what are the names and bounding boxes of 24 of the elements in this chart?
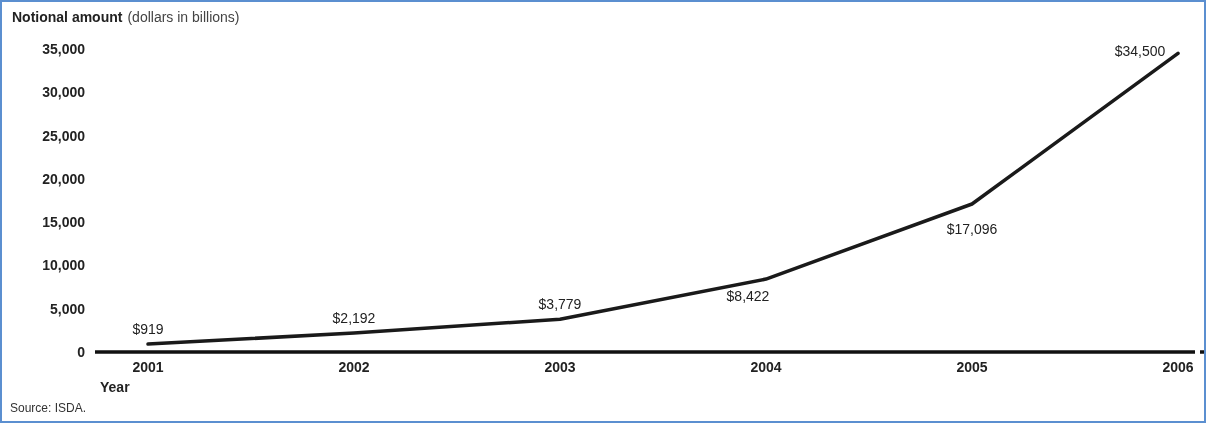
data-label: $919 xyxy=(132,321,164,338)
data-label: $2,192 xyxy=(332,310,376,327)
chart-subtitle: (dollars in billions) xyxy=(127,9,240,25)
y-tick-label: 35,000 xyxy=(42,41,86,57)
data-label: $3,779 xyxy=(538,296,582,313)
source-note: Source: ISDA. xyxy=(10,401,87,415)
y-tick-label: 0 xyxy=(77,344,86,360)
y-tick-label: 20,000 xyxy=(42,170,86,187)
y-tick-label: 10,000 xyxy=(42,257,86,274)
x-axis-title: Year xyxy=(100,379,131,395)
data-label: $17,096 xyxy=(946,221,998,237)
x-tick-label: 2006 xyxy=(1162,359,1194,375)
y-tick-label: 15,000 xyxy=(42,214,86,231)
x-tick-label: 2003 xyxy=(544,359,576,375)
y-tick-label: 25,000 xyxy=(42,127,86,144)
data-label: $8,422 xyxy=(726,288,770,305)
x-tick-label: 2002 xyxy=(338,359,370,375)
data-label: $34,500 xyxy=(1114,43,1166,60)
x-tick-label: 2001 xyxy=(132,359,164,375)
chart-title: Notional amount xyxy=(12,9,123,25)
x-tick-label: 2004 xyxy=(750,359,782,375)
x-tick-label: 2005 xyxy=(956,359,988,375)
y-tick-label: 5,000 xyxy=(49,300,86,317)
y-tick-label: 30,000 xyxy=(42,84,86,101)
